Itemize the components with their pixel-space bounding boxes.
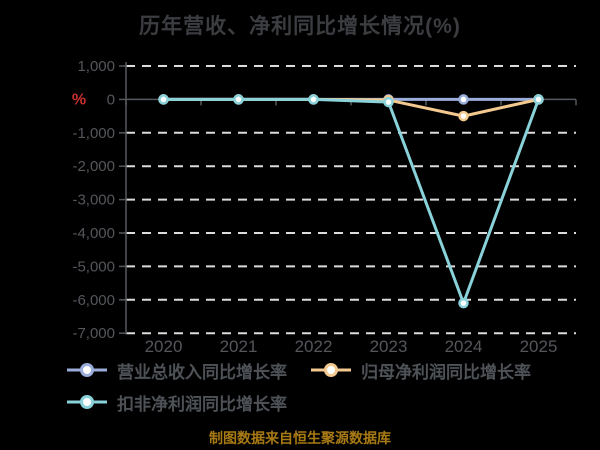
legend-marker-icon: [67, 395, 107, 409]
chart-legend: 营业总收入同比增长率 归母净利润同比增长率扣非净利润同比增长率: [66, 354, 576, 418]
x-axis-label: 2022: [295, 337, 333, 356]
y-axis-label: -1,000: [72, 125, 115, 142]
x-axis-label: 2020: [145, 337, 183, 356]
data-point-net-profit-growth: [458, 110, 469, 122]
legend-item-net-profit-growth[interactable]: 归母净利润同比增长率: [310, 354, 554, 386]
data-point-deducted-net-profit-growth: [158, 94, 169, 105]
y-axis-unit-label: %: [72, 91, 86, 108]
chart-title: 历年营收、净利同比增长情况(%): [139, 15, 461, 38]
y-axis-label: 1,000: [77, 58, 115, 75]
legend-marker-icon: [311, 363, 351, 377]
x-axis-label: 2021: [220, 337, 258, 356]
y-axis-label: -4,000: [72, 225, 115, 242]
legend-label: 扣非净利润同比增长率: [117, 394, 287, 414]
data-point-deducted-net-profit-growth: [308, 94, 319, 105]
x-axis-label: 2024: [445, 337, 483, 356]
y-axis-label: -5,000: [72, 258, 115, 275]
data-point-deducted-net-profit-growth: [533, 94, 544, 105]
y-axis-label: -6,000: [72, 292, 115, 309]
y-axis-label: -2,000: [72, 158, 115, 175]
legend-item-deducted-net-profit-growth[interactable]: 扣非净利润同比增长率: [66, 386, 310, 418]
legend-marker-icon: [67, 363, 107, 377]
legend-label: 营业总收入同比增长率: [117, 362, 287, 382]
y-axis-label: 0: [107, 91, 115, 108]
series-line-deducted-net-profit-growth: [163, 97, 540, 305]
y-axis-label: -3,000: [72, 192, 115, 209]
y-axis-label: -7,000: [72, 325, 115, 342]
x-axis-label: 2025: [520, 337, 558, 356]
data-point-deducted-net-profit-growth: [233, 94, 244, 105]
data-point-deducted-net-profit-growth: [383, 96, 394, 108]
legend-label: 归母净利润同比增长率: [361, 362, 531, 382]
legend-item-revenue-growth[interactable]: 营业总收入同比增长率: [66, 354, 310, 386]
x-axis-label: 2023: [370, 337, 408, 356]
footer-note: 制图数据来自恒生聚源数据库: [209, 430, 391, 446]
data-point-deducted-net-profit-growth: [458, 297, 469, 309]
data-point-revenue-growth: [458, 94, 469, 105]
